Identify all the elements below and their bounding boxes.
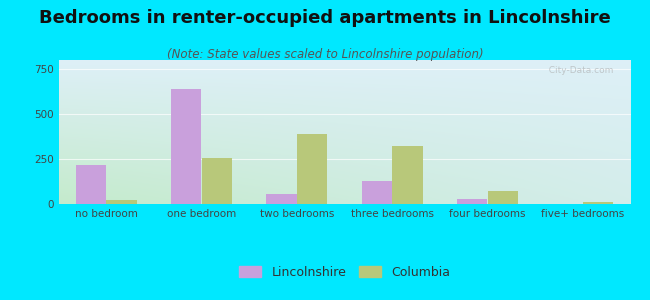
Bar [106,200,136,204]
Bar [202,158,232,204]
Text: City-Data.com: City-Data.com [543,66,614,75]
Text: Bedrooms in renter-occupied apartments in Lincolnshire: Bedrooms in renter-occupied apartments i… [39,9,611,27]
Bar [266,194,297,204]
Bar [361,181,392,204]
Bar [392,146,422,204]
Bar [457,199,488,204]
Legend: Lincolnshire, Columbia: Lincolnshire, Columbia [234,261,455,284]
Bar [75,165,106,204]
Bar [171,89,202,204]
Bar [583,202,614,204]
Bar [488,191,518,204]
Bar [297,134,328,204]
Text: (Note: State values scaled to Lincolnshire population): (Note: State values scaled to Lincolnshi… [166,48,484,61]
